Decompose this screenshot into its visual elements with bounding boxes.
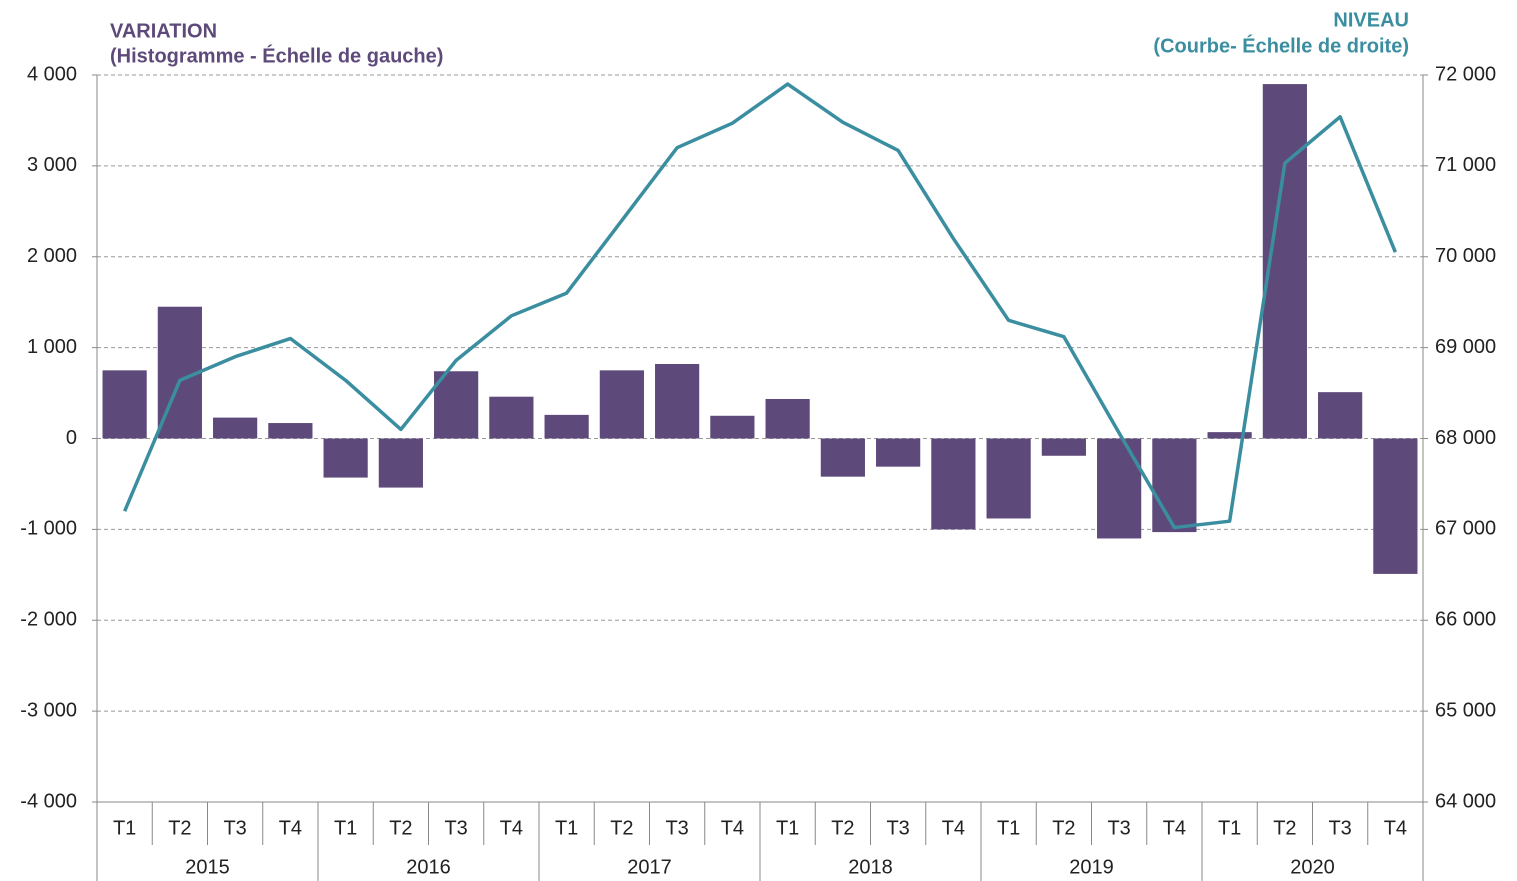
bar: [102, 370, 147, 439]
year-label: 2017: [627, 856, 672, 878]
year-label: 2020: [1290, 856, 1335, 878]
bar: [876, 438, 921, 467]
y-tick-label: -4 000: [20, 790, 77, 812]
y-tick-label: -3 000: [20, 699, 77, 721]
bar: [599, 370, 644, 439]
bar: [1373, 438, 1418, 574]
bar: [765, 398, 810, 439]
x-tick-label: T2: [610, 817, 633, 839]
y2-tick-label: 70 000: [1435, 245, 1496, 267]
x-tick-label: T4: [279, 817, 302, 839]
x-tick-label: T2: [831, 817, 854, 839]
x-tick-label: T4: [721, 817, 744, 839]
bar: [489, 396, 534, 439]
x-tick-label: T2: [1052, 817, 1075, 839]
bar: [1152, 438, 1197, 533]
bar: [820, 438, 865, 477]
y-title: VARIATION: [110, 20, 217, 42]
x-tick-label: T3: [1328, 817, 1351, 839]
x-tick-label: T3: [444, 817, 467, 839]
year-label: 2015: [185, 856, 230, 878]
y-tick-label: 1 000: [27, 336, 77, 358]
year-label: 2019: [1069, 856, 1114, 878]
x-tick-label: T3: [1107, 817, 1130, 839]
y2-subtitle: (Courbe- Échelle de droite): [1153, 34, 1409, 57]
bar: [434, 371, 479, 439]
line: [123, 82, 1398, 530]
y2-tick-label: 71 000: [1435, 154, 1496, 176]
bar: [213, 417, 258, 439]
x-tick-label: T1: [113, 817, 136, 839]
y2-tick-label: 68 000: [1435, 427, 1496, 449]
x-tick-label: T4: [942, 817, 965, 839]
bar: [710, 415, 755, 439]
x-tick-label: T2: [389, 817, 412, 839]
y2-tick-label: 69 000: [1435, 336, 1496, 358]
bar: [931, 438, 976, 530]
x-tick-label: T3: [665, 817, 688, 839]
x-tick-label: T1: [776, 817, 799, 839]
bar: [1041, 438, 1086, 456]
y2-tick-label: 64 000: [1435, 790, 1496, 812]
bar: [655, 363, 700, 439]
bar: [986, 438, 1031, 519]
y2-tick-label: 66 000: [1435, 609, 1496, 631]
x-tick-label: T4: [1163, 817, 1186, 839]
x-tick-label: T1: [334, 817, 357, 839]
x-tick-label: T4: [1384, 817, 1407, 839]
x-tick-label: T2: [1273, 817, 1296, 839]
y-tick-label: 0: [66, 427, 77, 449]
bar: [268, 423, 313, 439]
y2-tick-label: 72 000: [1435, 63, 1496, 85]
y2-title: NIVEAU: [1333, 9, 1409, 31]
x-tick-label: T1: [997, 817, 1020, 839]
x-tick-label: T1: [1218, 817, 1241, 839]
x-tick-label: T3: [223, 817, 246, 839]
x-tick-label: T3: [886, 817, 909, 839]
x-tick-label: T1: [555, 817, 578, 839]
bar: [1207, 432, 1252, 439]
y-tick-label: 2 000: [27, 245, 77, 267]
y-tick-label: -2 000: [20, 609, 77, 631]
y-tick-label: 3 000: [27, 154, 77, 176]
x-tick-label: T2: [168, 817, 191, 839]
y-tick-label: 4 000: [27, 63, 77, 85]
bar: [544, 414, 589, 439]
y-subtitle: (Histogramme - Échelle de gauche): [110, 44, 443, 67]
bar: [378, 438, 423, 488]
y2-tick-label: 67 000: [1435, 518, 1496, 540]
bar: [1318, 392, 1363, 439]
year-label: 2016: [406, 856, 451, 878]
bar: [323, 438, 368, 478]
year-label: 2018: [848, 856, 893, 878]
bar: [1097, 438, 1142, 539]
y2-tick-label: 65 000: [1435, 699, 1496, 721]
y-tick-label: -1 000: [20, 518, 77, 540]
x-tick-label: T4: [500, 817, 523, 839]
